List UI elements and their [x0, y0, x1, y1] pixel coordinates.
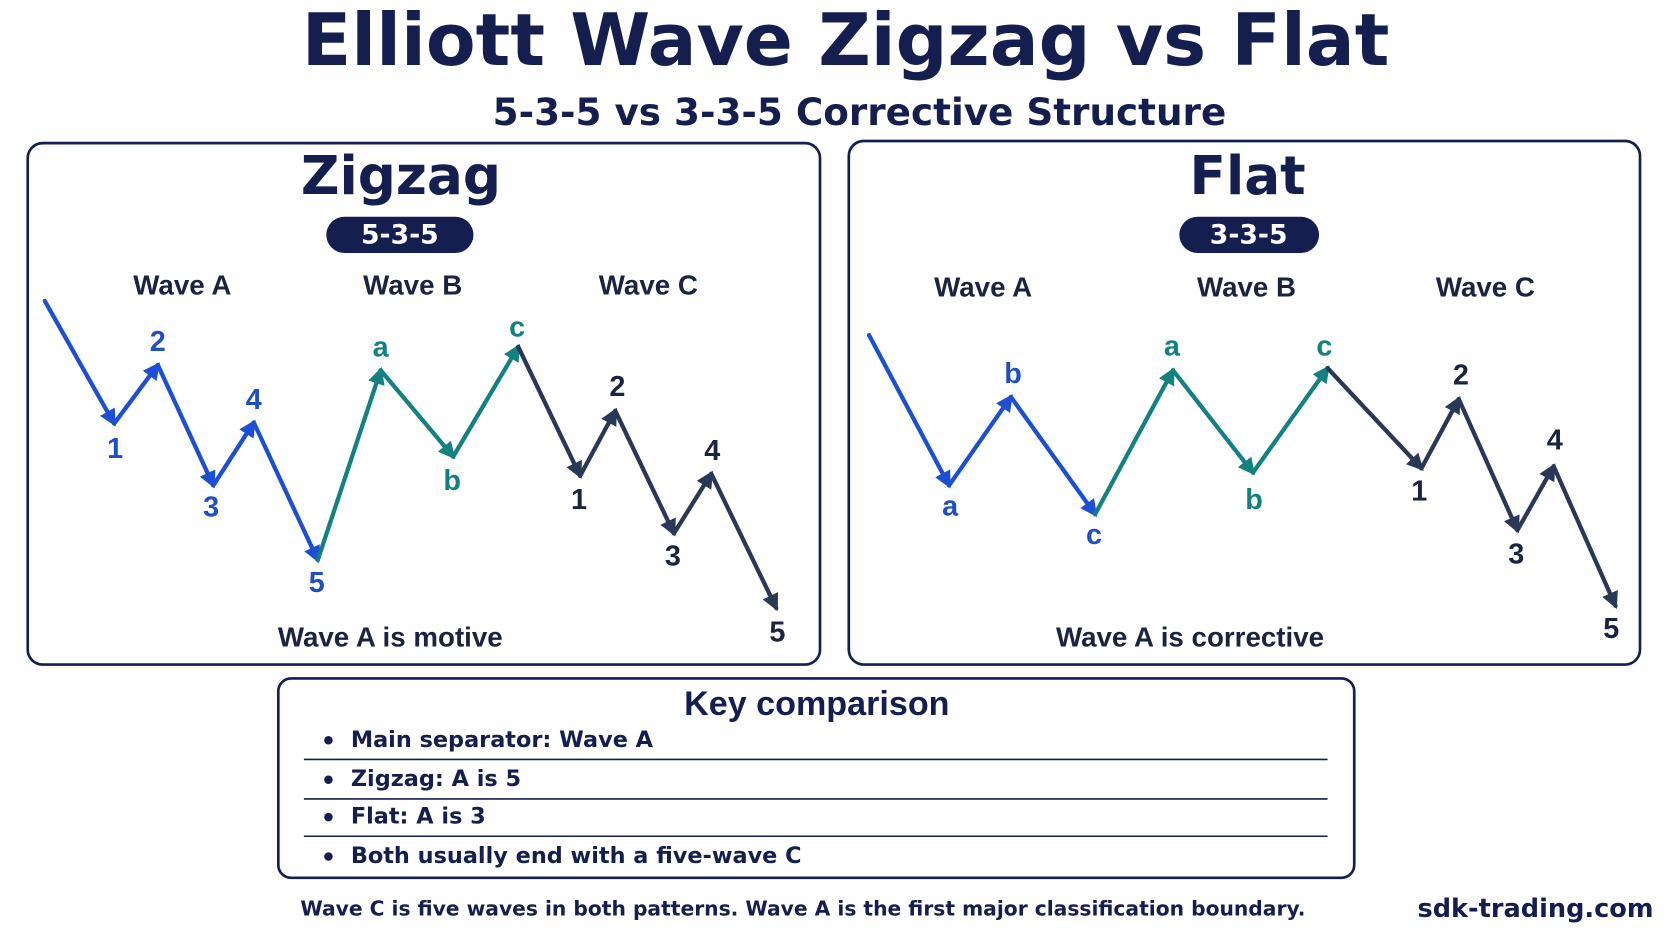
wave-point-label: 4: [1547, 424, 1563, 456]
key-item: Main separator: Wave A: [351, 727, 654, 753]
key-item: Zigzag: A is 5: [351, 766, 521, 792]
wave-segment: [211, 419, 256, 488]
wave-point-label: c: [1086, 519, 1102, 551]
wave-segment: [613, 408, 677, 537]
panel-frame: [847, 139, 1642, 666]
key-item: Flat: A is 3: [351, 804, 486, 830]
wave-segment: [577, 407, 618, 478]
wave-point-label: 2: [609, 371, 625, 403]
wave-segment: [709, 471, 779, 612]
key-item: Both usually end with a five-wave C: [351, 843, 802, 869]
wave-segment: [378, 368, 456, 460]
wave-point-label: 1: [1411, 476, 1427, 508]
wave-header: Wave C: [599, 269, 698, 300]
wave-point-label: 5: [309, 567, 325, 599]
wave-header: Wave A: [934, 272, 1032, 303]
wave-path: a b c a b c 1 2 3 4 5: [866, 330, 1619, 645]
key-list: Main separator: Wave A Zigzag: A is 5 Flat…: [303, 727, 1328, 869]
key-frame: [276, 677, 1356, 880]
wave-segment: [1250, 365, 1330, 475]
wave-segment: [1008, 394, 1098, 517]
key-title: Key comparison: [684, 685, 949, 723]
badge: [1179, 216, 1320, 253]
wave-point-label: c: [509, 311, 525, 343]
bullet: [324, 775, 333, 784]
bullet: [324, 736, 333, 745]
panel-frame: [26, 141, 822, 666]
bullet: [324, 812, 333, 822]
wave-header: Wave B: [363, 269, 462, 300]
wave-segment: [42, 298, 117, 427]
wave-point-label: 5: [769, 616, 785, 648]
wave-point-label: a: [942, 490, 959, 522]
wave-segment: [1325, 366, 1424, 471]
wave-point-label: a: [1164, 330, 1181, 362]
badge-text: 5-3-5: [361, 219, 439, 250]
brand: sdk-trading.com: [1418, 894, 1654, 924]
wave-point-label: c: [1316, 330, 1332, 362]
wave-point-label: 2: [150, 326, 166, 358]
wave-point-label: b: [1004, 358, 1022, 390]
wave-segment: [1456, 396, 1520, 534]
wave-header: Wave C: [1436, 272, 1535, 303]
panel-title: Zigzag: [301, 145, 501, 207]
caption: Wave A is corrective: [1056, 621, 1324, 652]
wave-segment: [315, 367, 385, 563]
wave-point-label: b: [443, 465, 461, 497]
wave-segment: [866, 332, 952, 489]
subtitle: 5-3-5 vs 3-3-5 Corrective Structure: [493, 90, 1227, 134]
wave-point-label: 3: [203, 491, 219, 523]
wave-segment: [155, 362, 216, 489]
wave-segment: [1419, 396, 1461, 471]
wave-segment: [516, 344, 583, 479]
wave-segment: [671, 470, 714, 536]
wave-path: 1 2 3 4 5 a b c 1 2 3 4 5: [42, 298, 785, 648]
badge-text: 3-3-5: [1210, 219, 1288, 250]
wave-point-label: a: [373, 332, 390, 364]
title: Elliott Wave Zigzag vs Flat: [302, 0, 1390, 83]
wave-segment: [1515, 463, 1556, 533]
wave-header: Wave B: [1197, 272, 1296, 303]
wave-header: Wave A: [133, 269, 231, 300]
footer-note: Wave C is five waves in both patterns. W…: [300, 896, 1305, 920]
wave-point-label: b: [1245, 484, 1263, 516]
wave-segment: [451, 343, 521, 459]
wave-point-label: 1: [107, 433, 123, 465]
wave-segment: [1092, 367, 1176, 517]
wave-point-label: 4: [246, 384, 262, 416]
wave-point-label: 4: [704, 435, 720, 467]
wave-point-label: 3: [1508, 538, 1524, 570]
wave-segment: [1551, 464, 1618, 610]
wave-point-label: 2: [1453, 359, 1469, 391]
caption: Wave A is motive: [278, 621, 503, 652]
wave-segment: [946, 394, 1014, 488]
wave-point-label: 5: [1603, 613, 1619, 645]
badge: [326, 216, 474, 253]
wave-point-label: 1: [571, 484, 587, 516]
bullet: [324, 852, 333, 861]
wave-segment: [1170, 368, 1256, 476]
wave-segment: [251, 420, 320, 564]
wave-point-label: 3: [665, 541, 681, 573]
panel-title: Flat: [1190, 145, 1306, 207]
wave-segment: [111, 362, 160, 426]
